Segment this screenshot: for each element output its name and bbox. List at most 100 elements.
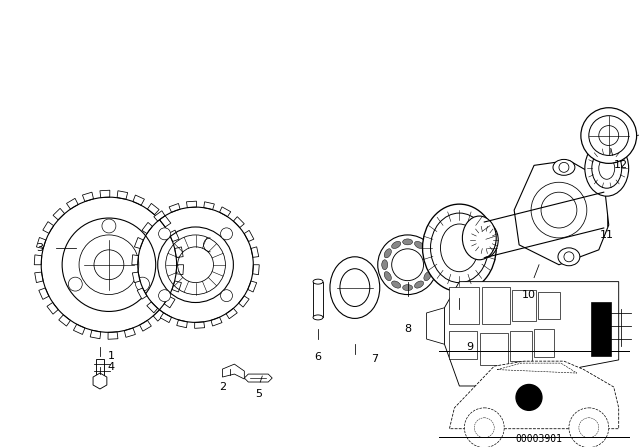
Text: 12: 12 (614, 160, 628, 170)
Circle shape (378, 235, 438, 294)
Text: 3: 3 (36, 243, 43, 253)
Polygon shape (248, 281, 257, 292)
Polygon shape (497, 363, 577, 373)
Polygon shape (223, 364, 244, 379)
Ellipse shape (476, 228, 493, 252)
Circle shape (531, 182, 587, 238)
Circle shape (68, 277, 83, 291)
Text: 8: 8 (404, 324, 411, 334)
Polygon shape (93, 373, 107, 389)
Ellipse shape (403, 239, 413, 245)
Polygon shape (154, 211, 165, 221)
Polygon shape (204, 202, 214, 210)
Circle shape (392, 249, 424, 280)
Ellipse shape (599, 157, 614, 179)
Ellipse shape (415, 241, 424, 249)
Ellipse shape (428, 260, 433, 270)
Bar (534, 329, 554, 357)
Polygon shape (164, 296, 175, 308)
Polygon shape (251, 247, 259, 257)
Polygon shape (426, 308, 444, 344)
Circle shape (569, 408, 609, 448)
Polygon shape (244, 374, 272, 382)
Ellipse shape (381, 260, 388, 270)
Ellipse shape (384, 271, 392, 281)
Bar (449, 287, 479, 324)
Polygon shape (132, 272, 140, 283)
Polygon shape (117, 191, 127, 199)
Bar (512, 289, 536, 321)
Polygon shape (36, 237, 46, 249)
Circle shape (516, 384, 542, 410)
Polygon shape (147, 203, 159, 215)
Ellipse shape (440, 224, 478, 271)
Circle shape (581, 108, 637, 164)
Polygon shape (195, 322, 205, 328)
Circle shape (564, 252, 574, 262)
Polygon shape (59, 315, 70, 326)
Text: 6: 6 (314, 352, 321, 362)
Circle shape (474, 418, 494, 438)
Polygon shape (39, 288, 49, 299)
Polygon shape (74, 324, 85, 335)
Circle shape (221, 228, 232, 240)
Text: 00003901: 00003901 (516, 434, 563, 444)
Ellipse shape (330, 257, 380, 319)
Ellipse shape (422, 204, 496, 292)
Ellipse shape (592, 148, 621, 188)
Ellipse shape (553, 159, 575, 175)
Polygon shape (35, 272, 43, 283)
Ellipse shape (424, 271, 431, 281)
Polygon shape (244, 230, 254, 241)
Polygon shape (161, 313, 172, 323)
Polygon shape (108, 332, 118, 339)
Bar (480, 333, 508, 365)
Polygon shape (47, 302, 58, 314)
Ellipse shape (340, 269, 370, 306)
Bar (449, 332, 477, 359)
Polygon shape (175, 247, 183, 258)
Ellipse shape (392, 241, 401, 249)
Circle shape (589, 116, 628, 155)
Bar (96, 359, 104, 381)
Polygon shape (134, 237, 143, 249)
Bar (591, 302, 611, 356)
Polygon shape (176, 265, 184, 275)
Circle shape (579, 418, 599, 438)
Circle shape (221, 290, 232, 302)
Text: 2: 2 (219, 382, 226, 392)
Ellipse shape (392, 281, 401, 288)
Polygon shape (226, 308, 237, 319)
Polygon shape (211, 317, 222, 326)
Polygon shape (172, 281, 181, 292)
Polygon shape (43, 222, 54, 233)
Bar (510, 332, 532, 361)
Polygon shape (169, 203, 180, 212)
Polygon shape (253, 265, 259, 275)
Polygon shape (133, 195, 145, 205)
Polygon shape (186, 201, 196, 208)
Ellipse shape (424, 249, 431, 258)
Polygon shape (514, 160, 609, 265)
Text: 1: 1 (108, 351, 115, 361)
Polygon shape (444, 282, 619, 386)
Polygon shape (90, 330, 100, 339)
Ellipse shape (415, 281, 424, 288)
Polygon shape (147, 302, 157, 313)
Text: 4: 4 (108, 362, 115, 372)
Polygon shape (137, 288, 147, 299)
Polygon shape (169, 230, 179, 241)
Ellipse shape (470, 222, 498, 258)
Ellipse shape (313, 279, 323, 284)
Polygon shape (177, 320, 188, 327)
Bar (313, 282, 323, 318)
Polygon shape (140, 320, 151, 331)
Polygon shape (83, 192, 93, 202)
Circle shape (541, 192, 577, 228)
Polygon shape (35, 255, 42, 265)
Polygon shape (124, 328, 136, 337)
Polygon shape (449, 361, 619, 429)
Polygon shape (53, 208, 65, 220)
Text: 5: 5 (255, 389, 262, 399)
Polygon shape (239, 296, 249, 307)
